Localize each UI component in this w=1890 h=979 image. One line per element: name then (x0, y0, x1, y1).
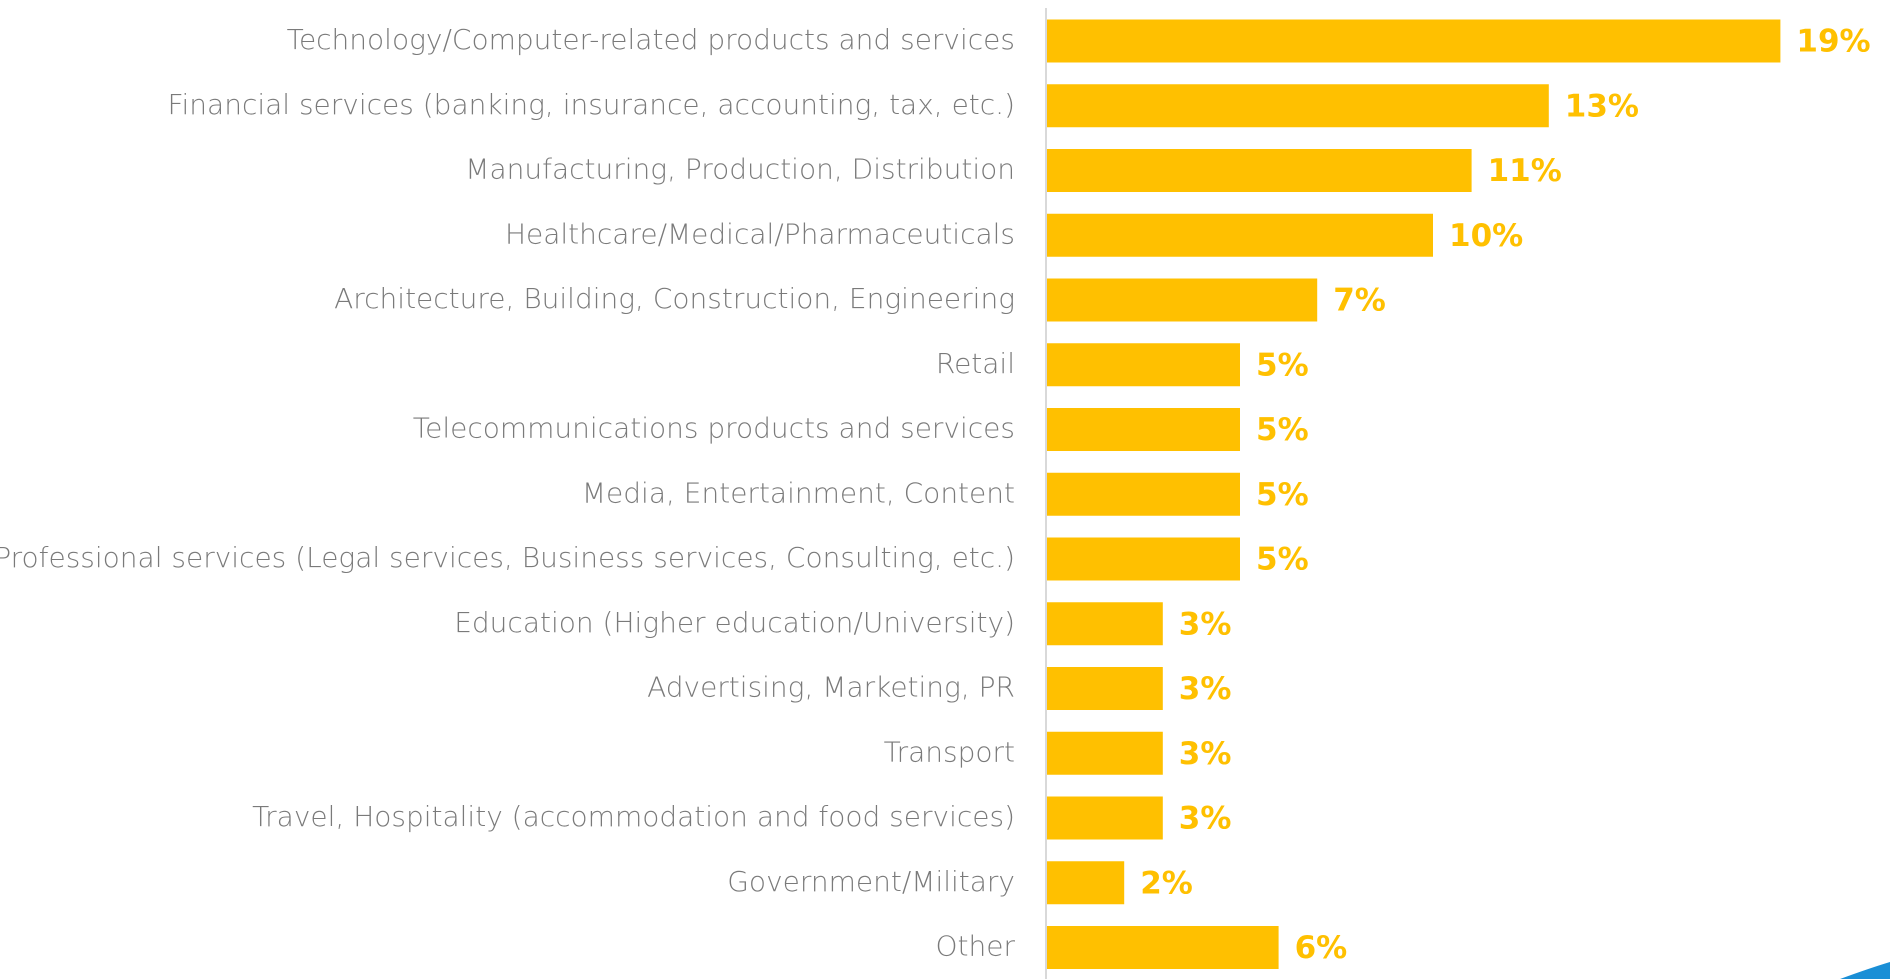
bar (1047, 213, 1433, 257)
value-label: 10% (1449, 218, 1523, 254)
bar (1047, 861, 1125, 905)
value-label: 6% (1295, 930, 1348, 966)
category-label: Healthcare/Medical/Pharmaceuticals (505, 217, 1015, 250)
category-label: Media, Entertainment, Content (582, 476, 1015, 509)
category-label: Telecommunications products and services (413, 412, 1015, 445)
value-label: 3% (1179, 801, 1232, 837)
category-label: Advertising, Marketing, PR (647, 671, 1015, 704)
value-label: 5% (1256, 347, 1309, 383)
category-label: Transport (884, 735, 1015, 768)
value-label: 7% (1333, 283, 1386, 319)
bar (1047, 537, 1240, 581)
value-label: 3% (1179, 736, 1232, 772)
decoration (1840, 962, 1890, 979)
bar (1047, 602, 1163, 646)
category-label: Professional services (Legal services, B… (0, 541, 1015, 574)
bar (1047, 731, 1163, 775)
value-label: 5% (1256, 542, 1309, 578)
category-label: Technology/Computer-related products and… (287, 23, 1015, 56)
category-label: Government/Military (727, 865, 1015, 898)
bar (1047, 667, 1163, 710)
category-label: Manufacturing, Production, Distribution (465, 153, 1015, 186)
bar (1047, 926, 1279, 969)
bar (1047, 84, 1549, 128)
value-label: 2% (1140, 865, 1193, 901)
bar (1047, 408, 1240, 451)
bar (1047, 472, 1240, 516)
category-label: Travel, Hospitality (accommodation and f… (252, 800, 1015, 833)
value-label: 11% (1488, 153, 1562, 189)
value-label: 5% (1256, 477, 1309, 513)
category-label: Retail (936, 347, 1015, 380)
category-label: Education (Higher education/University) (454, 606, 1015, 639)
bar (1047, 278, 1318, 322)
bar (1047, 19, 1781, 63)
value-label: 13% (1565, 88, 1639, 124)
category-label: Financial services (banking, insurance, … (167, 88, 1015, 121)
value-label: 3% (1179, 606, 1232, 642)
category-label: Architecture, Building, Construction, En… (334, 282, 1015, 315)
bar (1047, 343, 1240, 387)
category-label: Other (935, 930, 1015, 963)
bar (1047, 796, 1163, 840)
value-label: 5% (1256, 412, 1309, 448)
value-label: 3% (1179, 671, 1232, 707)
value-label: 19% (1796, 24, 1870, 60)
bar (1047, 149, 1472, 192)
